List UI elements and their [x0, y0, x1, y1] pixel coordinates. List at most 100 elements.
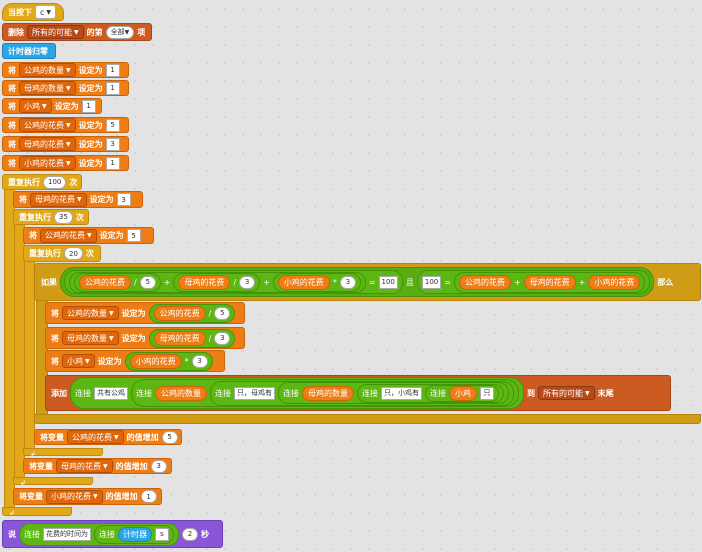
var-dropdown[interactable]: 母鸡的数量 ▼ — [19, 81, 76, 95]
join-4[interactable]: 连接 母鸡的数量 连接 只，小鸡有 连接 小鸡 只 — [278, 382, 509, 404]
cost-reporter[interactable]: 小鸡的花费 — [129, 353, 182, 369]
rooster-count-reporter[interactable]: 公鸡的数量 — [155, 385, 207, 401]
when-key-pressed-hat[interactable]: 当按下 c ▼ — [2, 3, 64, 21]
timer-reporter[interactable]: 计时器 — [118, 526, 152, 542]
say-join-1[interactable]: 连接 花费的时间为 连接 计时器 s — [19, 522, 179, 546]
join-1[interactable]: 连接 共有公鸡 连接 公鸡的数量 连接 只，母鸡有 连接 母鸡的数量 连接 只，… — [70, 377, 524, 409]
value-input[interactable]: 1 — [105, 156, 120, 170]
repeat-20-block[interactable]: 重复执行 20 次 — [23, 245, 101, 262]
rooster-cost-reporter[interactable]: 公鸡的花费 — [79, 274, 131, 290]
value-input[interactable]: 1 — [105, 81, 120, 95]
repeat-100-block[interactable]: 重复执行 100 次 — [2, 174, 82, 190]
equals-operator-2[interactable]: 100 = 公鸡的花费 + 母鸡的花费 + 小鸡的花费 — [416, 270, 651, 294]
set-variable-block[interactable]: 将小鸡 ▼ 设定为 1 — [2, 98, 102, 114]
set-count-block[interactable]: 将公鸡的数量 ▼ 设定为 公鸡的花费/5 — [45, 302, 245, 324]
join-6[interactable]: 连接 小鸡 只 — [425, 384, 499, 402]
set-count-block[interactable]: 将母鸡的数量 ▼ 设定为 母鸡的花费/3 — [45, 327, 245, 349]
key-dropdown[interactable]: c ▼ — [35, 5, 57, 19]
say-text[interactable]: 花费的时间为 — [43, 527, 91, 541]
sum-operator-1[interactable]: 公鸡的花费 / 5 + 母鸡的花费 / 3 + 小鸡的花费 * 3 — [69, 271, 366, 293]
var-dropdown[interactable]: 公鸡的数量 ▼ — [62, 306, 119, 320]
say-join-2[interactable]: 连接 计时器 s — [94, 524, 174, 544]
sum-operator-2[interactable]: 公鸡的花费 + 母鸡的花费 + 小鸡的花费 — [453, 271, 646, 293]
math-operator[interactable]: 小鸡的花费 * 3 — [124, 351, 213, 371]
change-chick-cost-block[interactable]: 将变量 小鸡的花费 ▼ 的值增加 1 — [13, 488, 162, 505]
join-2[interactable]: 连接 公鸡的数量 连接 只，母鸡有 连接 母鸡的数量 连接 只，小鸡有 连接 小… — [131, 379, 519, 407]
list-dropdown[interactable]: 所有的可能 ▼ — [27, 25, 84, 39]
var-dropdown[interactable]: 母鸡的花费 ▼ — [19, 137, 76, 151]
change-value[interactable]: 5 — [161, 430, 178, 444]
var-dropdown[interactable]: 母鸡的花费 ▼ — [30, 192, 87, 207]
math-operator[interactable]: 母鸡的花费/3 — [148, 328, 236, 348]
value-input[interactable]: 1 — [81, 99, 96, 113]
value-input[interactable]: 3 — [116, 193, 131, 206]
chick-cost-reporter[interactable]: 小鸡的花费 — [277, 274, 330, 290]
set-variable-block[interactable]: 将公鸡的数量 ▼ 设定为 1 — [2, 62, 129, 78]
repeat-count-2[interactable]: 35 — [54, 210, 73, 224]
operand[interactable]: 5 — [214, 306, 231, 320]
value-input[interactable]: 3 — [105, 137, 120, 151]
join-text-4[interactable]: 只 — [480, 386, 494, 400]
equals-operator-1[interactable]: 公鸡的花费 / 5 + 母鸡的花费 / 3 + 小鸡的花费 * 3 = 100 — [64, 270, 403, 294]
var-dropdown[interactable]: 公鸡的数量 ▼ — [19, 63, 76, 77]
join-text-3[interactable]: 只，小鸡有 — [381, 386, 422, 400]
chick-reporter[interactable]: 小鸡 — [449, 385, 477, 401]
hen-cost-reporter[interactable]: 母鸡的花费 — [178, 274, 231, 290]
change-value[interactable]: 1 — [140, 490, 157, 503]
hen-count-reporter[interactable]: 母鸡的数量 — [302, 385, 354, 401]
value-input[interactable]: 1 — [105, 63, 120, 77]
reset-timer-block[interactable]: 计时器归零 — [2, 43, 56, 59]
repeat-count-3[interactable]: 20 — [64, 247, 83, 260]
num-3[interactable]: 3 — [239, 275, 256, 289]
value-input[interactable]: 5 — [126, 229, 141, 242]
set-variable-block[interactable]: 将母鸡的花费 ▼ 设定为 3 — [2, 136, 129, 152]
num-3[interactable]: 3 — [339, 275, 356, 289]
divide-hen[interactable]: 母鸡的花费 / 3 — [173, 272, 261, 292]
repeat-count-1[interactable]: 100 — [43, 175, 67, 189]
say-for-secs-block[interactable]: 说 连接 花费的时间为 连接 计时器 s 2 秒 — [2, 520, 223, 548]
var-dropdown[interactable]: 小鸡 ▼ — [62, 354, 95, 368]
join-text-2[interactable]: 只，母鸡有 — [234, 386, 275, 400]
num-5[interactable]: 5 — [139, 275, 156, 289]
join-5[interactable]: 连接 只，小鸡有 连接 小鸡 只 — [357, 383, 504, 403]
and-operator[interactable]: 公鸡的花费 / 5 + 母鸡的花费 / 3 + 小鸡的花费 * 3 = 100 — [60, 267, 655, 297]
divide-rooster[interactable]: 公鸡的花费 / 5 — [74, 272, 161, 292]
list-dropdown[interactable]: 所有的可能 ▼ — [538, 386, 595, 400]
set-variable-block[interactable]: 将母鸡的数量 ▼ 设定为 1 — [2, 80, 129, 96]
operand[interactable]: 3 — [191, 354, 208, 368]
join-text-1[interactable]: 共有公鸡 — [94, 386, 128, 400]
operand[interactable]: 3 — [214, 331, 231, 345]
var-dropdown[interactable]: 小鸡 ▼ — [19, 99, 52, 113]
say-seconds[interactable]: 2 — [182, 527, 198, 541]
value-input[interactable]: 5 — [105, 118, 120, 132]
var-dropdown[interactable]: 公鸡的花费 ▼ — [40, 228, 97, 243]
change-value[interactable]: 3 — [150, 459, 167, 473]
repeat-35-block[interactable]: 重复执行 35 次 — [13, 209, 89, 225]
var-dropdown[interactable]: 母鸡的花费 ▼ — [56, 459, 113, 473]
change-rooster-cost-block[interactable]: 将变量 公鸡的花费 ▼ 的值增加 5 — [34, 429, 182, 445]
say-unit-text[interactable]: s — [155, 527, 169, 541]
var-dropdown[interactable]: 母鸡的数量 ▼ — [62, 331, 119, 345]
set-rooster-cost-block[interactable]: 将 公鸡的花费 ▼ 设定为 5 — [23, 227, 154, 244]
var-dropdown[interactable]: 小鸡的花费 ▼ — [19, 156, 76, 170]
hen-cost-reporter[interactable]: 母鸡的花费 — [523, 274, 576, 290]
set-variable-block[interactable]: 将小鸡的花费 ▼ 设定为 1 — [2, 155, 129, 171]
multiply-chick[interactable]: 小鸡的花费 * 3 — [272, 272, 361, 292]
rooster-cost-reporter[interactable]: 公鸡的花费 — [458, 274, 511, 290]
if-block[interactable]: 如果 公鸡的花费 / 5 + 母鸡的花费 / 3 + 小鸡的花费 * — [34, 263, 701, 301]
chick-cost-reporter[interactable]: 小鸡的花费 — [588, 274, 641, 290]
join-3[interactable]: 连接 只，母鸡有 连接 母鸡的数量 连接 只，小鸡有 连接 小鸡 只 — [210, 380, 514, 406]
cost-reporter[interactable]: 公鸡的花费 — [153, 305, 206, 321]
set-count-block[interactable]: 将小鸡 ▼ 设定为 小鸡的花费 * 3 — [45, 350, 225, 372]
change-hen-cost-block[interactable]: 将变量 母鸡的花费 ▼ 的值增加 3 — [23, 458, 172, 474]
delete-list-block[interactable]: 删除 所有的可能 ▼ 的第 全部 ▼ 项 — [2, 23, 152, 41]
cost-reporter[interactable]: 母鸡的花费 — [153, 330, 206, 346]
item-dropdown[interactable]: 全部 ▼ — [105, 25, 135, 39]
var-dropdown[interactable]: 公鸡的花费 ▼ — [19, 118, 76, 132]
add-to-list-block[interactable]: 添加 连接 共有公鸡 连接 公鸡的数量 连接 只，母鸡有 连接 母鸡的数量 连接… — [45, 375, 671, 411]
set-hen-cost-block[interactable]: 将 母鸡的花费 ▼ 设定为 3 — [13, 191, 143, 208]
var-dropdown[interactable]: 小鸡的花费 ▼ — [46, 489, 103, 504]
set-variable-block[interactable]: 将公鸡的花费 ▼ 设定为 5 — [2, 117, 129, 133]
value-100-a[interactable]: 100 — [378, 275, 398, 289]
value-100-b[interactable]: 100 — [421, 275, 442, 289]
